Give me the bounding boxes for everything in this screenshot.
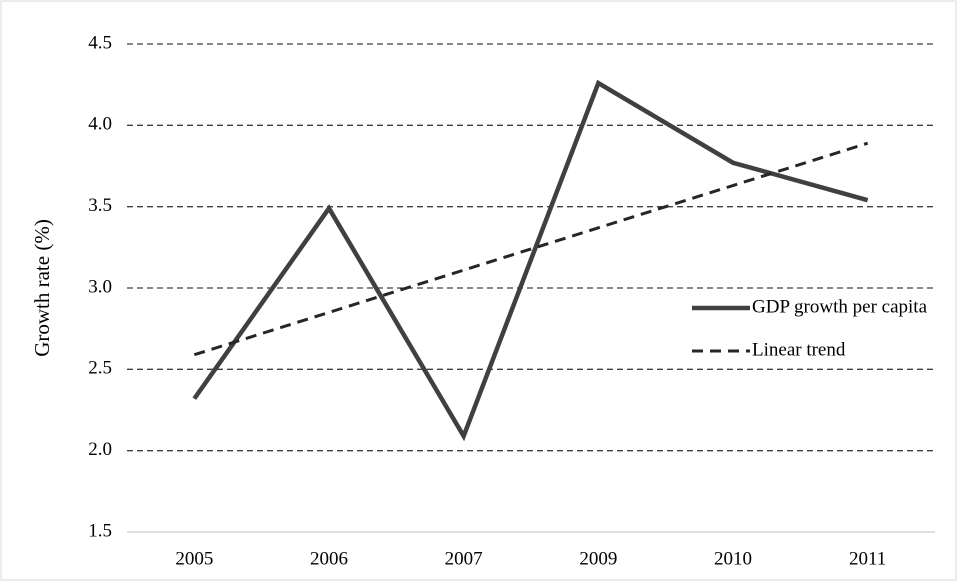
- y-axis-label: Growth rate (%): [30, 219, 54, 357]
- y-tick-label: 3.0: [88, 276, 112, 297]
- y-tick-label: 1.5: [88, 520, 112, 541]
- legend-label: Linear trend: [752, 339, 846, 360]
- x-tick-label: 2005: [175, 548, 213, 569]
- series-line: [192, 79, 869, 442]
- x-tick-label: 2009: [579, 548, 617, 569]
- series-line: [193, 141, 869, 357]
- x-tick-label: 2006: [310, 548, 348, 569]
- legend-label: GDP growth per capita: [752, 296, 928, 317]
- y-tick-label: 4.0: [88, 114, 112, 135]
- y-tick-label: 2.5: [88, 358, 112, 379]
- y-tick-label: 3.5: [88, 195, 112, 216]
- x-tick-label: 2011: [849, 548, 886, 569]
- y-tick-label: 4.5: [88, 32, 112, 53]
- y-tick-label: 2.0: [88, 439, 112, 460]
- x-tick-label: 2010: [714, 548, 752, 569]
- x-tick-label: 2007: [445, 548, 483, 569]
